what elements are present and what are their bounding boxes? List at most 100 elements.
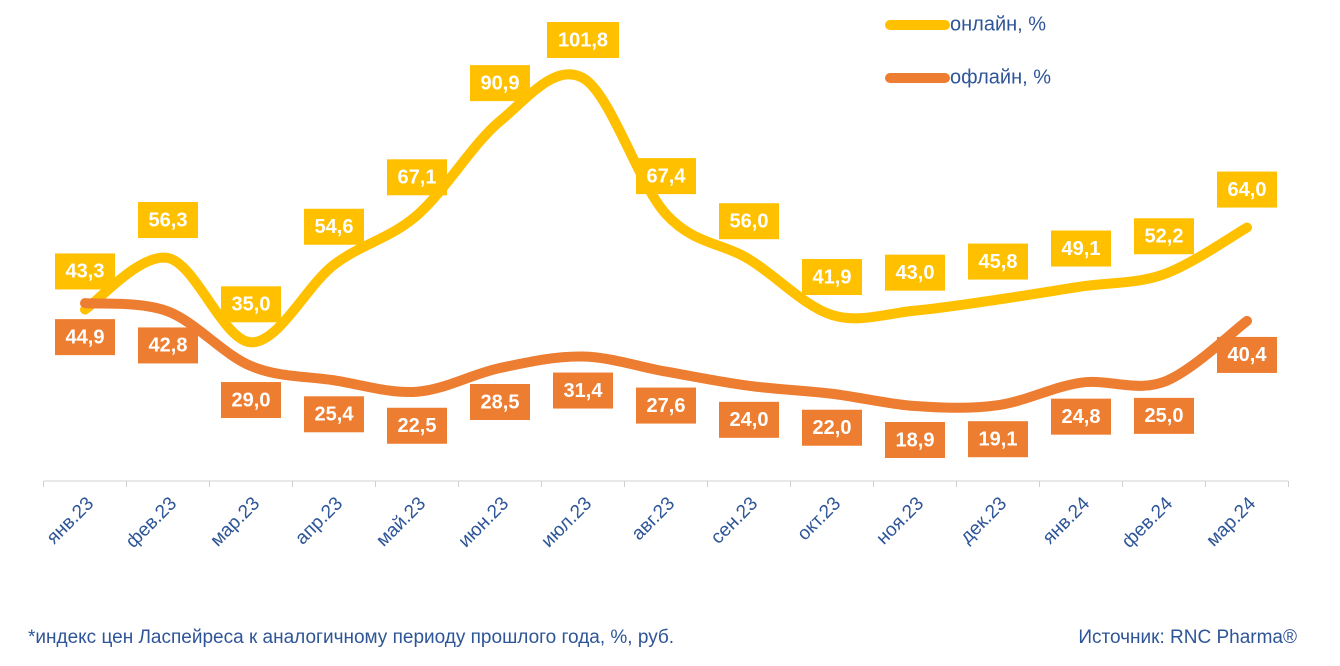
label-box: [547, 22, 619, 58]
label-box: [221, 286, 281, 323]
value-label: 40,4: [1228, 344, 1268, 366]
value-label: 25,4: [315, 404, 355, 426]
data-label: 49,1: [1051, 230, 1111, 267]
value-label: 64,0: [1228, 179, 1267, 201]
data-label: 25,0: [1134, 397, 1194, 434]
data-label: 56,0: [719, 203, 779, 240]
data-label: 90,9: [470, 65, 530, 102]
line: [80, 298, 1252, 413]
label-box: [636, 158, 696, 195]
data-label: 40,4: [1217, 336, 1277, 373]
value-label: 35,0: [232, 294, 271, 316]
value-label: 24,8: [1062, 406, 1101, 428]
x-tick-label: янв.23: [43, 493, 98, 548]
x-tick-label: дек.23: [956, 493, 1011, 548]
value-label: 44,9: [66, 326, 105, 348]
label-box: [1217, 336, 1277, 373]
x-tick-label: июл.23: [537, 493, 596, 552]
label-box: [470, 384, 530, 421]
label-box: [1051, 230, 1111, 267]
x-tick-label: май.23: [372, 493, 430, 551]
value-label: 19,1: [979, 428, 1018, 450]
value-label: 22,5: [398, 415, 437, 437]
value-label: 90,9: [481, 72, 520, 94]
data-label: 56,3: [138, 202, 198, 239]
data-label: 24,8: [1051, 398, 1111, 435]
label-box: [304, 208, 364, 245]
value-label: 54,6: [315, 216, 354, 238]
label-box: [55, 319, 115, 356]
data-label: 44,9: [55, 319, 115, 356]
data-label: 25,4: [304, 396, 364, 433]
x-tick-label: мар.23: [206, 493, 264, 551]
x-tick-label: мар.24: [1202, 493, 1260, 551]
x-tick-label: окт.23: [793, 493, 845, 545]
label-box: [387, 407, 447, 444]
data-label: 31,4: [553, 372, 613, 409]
value-label: 56,0: [730, 210, 769, 232]
value-label: 22,0: [813, 417, 852, 439]
label-box: [1217, 171, 1277, 208]
data-label: 67,1: [387, 159, 447, 196]
value-label: 67,4: [647, 165, 687, 187]
label-box: [1134, 218, 1194, 255]
source: Источник: RNC Pharma®: [1078, 627, 1297, 648]
value-label: 27,6: [647, 395, 686, 417]
data-label: 22,5: [387, 407, 447, 444]
footnote: *индекс цен Ласпейреса к аналогичному пе…: [28, 627, 674, 648]
label-box: [885, 422, 945, 458]
value-label: 41,9: [813, 266, 852, 288]
label-box: [1134, 397, 1194, 434]
value-label: 49,1: [1062, 238, 1101, 260]
value-label: 43,3: [66, 261, 105, 283]
label-box: [1051, 398, 1111, 435]
data-label: 29,0: [221, 382, 281, 419]
label-box: [968, 243, 1028, 280]
data-label: 42,8: [138, 327, 198, 364]
value-label: 101,8: [558, 29, 608, 51]
data-label: 19,1: [968, 421, 1028, 458]
value-label: 18,9: [896, 429, 935, 451]
label-box: [968, 421, 1028, 458]
x-tick-label: сен.23: [707, 493, 762, 548]
value-label: 24,0: [730, 409, 769, 431]
x-tick-label: фев.23: [122, 493, 181, 552]
data-label: 24,0: [719, 401, 779, 438]
data-label: 52,2: [1134, 218, 1194, 255]
data-label: 67,4: [636, 158, 696, 195]
data-label: 43,0: [885, 254, 945, 291]
data-label: 27,6: [636, 387, 696, 424]
label-box: [802, 409, 862, 446]
x-tick-label: фев.24: [1118, 493, 1177, 552]
value-label: 67,1: [398, 167, 437, 189]
x-tick-label: апр.23: [291, 493, 347, 549]
label-box: [138, 327, 198, 364]
value-label: 43,0: [896, 262, 935, 284]
label-box: [55, 253, 115, 290]
label-box: [802, 258, 862, 295]
x-tick-label: ноя.23: [872, 493, 928, 549]
data-label: 18,9: [885, 422, 945, 458]
x-tick-label: июн.23: [455, 493, 514, 552]
data-label: 54,6: [304, 208, 364, 245]
label-box: [719, 203, 779, 240]
label-box: [885, 254, 945, 291]
data-label: 35,0: [221, 286, 281, 323]
label-box: [387, 159, 447, 196]
value-label: 42,8: [149, 335, 188, 357]
label-box: [470, 65, 530, 102]
label-box: [553, 372, 613, 409]
value-label: 45,8: [979, 251, 1018, 273]
label-box: [636, 387, 696, 424]
label-box: [138, 202, 198, 239]
data-label: 22,0: [802, 409, 862, 446]
value-label: 31,4: [564, 380, 604, 402]
data-label: 41,9: [802, 258, 862, 295]
legend-label: онлайн, %: [950, 13, 1046, 35]
x-tick-label: авг.23: [628, 493, 679, 544]
value-label: 29,0: [232, 389, 271, 411]
x-tick-label: янв.24: [1039, 493, 1095, 549]
value-label: 56,3: [149, 209, 188, 231]
value-label: 52,2: [1145, 226, 1184, 248]
